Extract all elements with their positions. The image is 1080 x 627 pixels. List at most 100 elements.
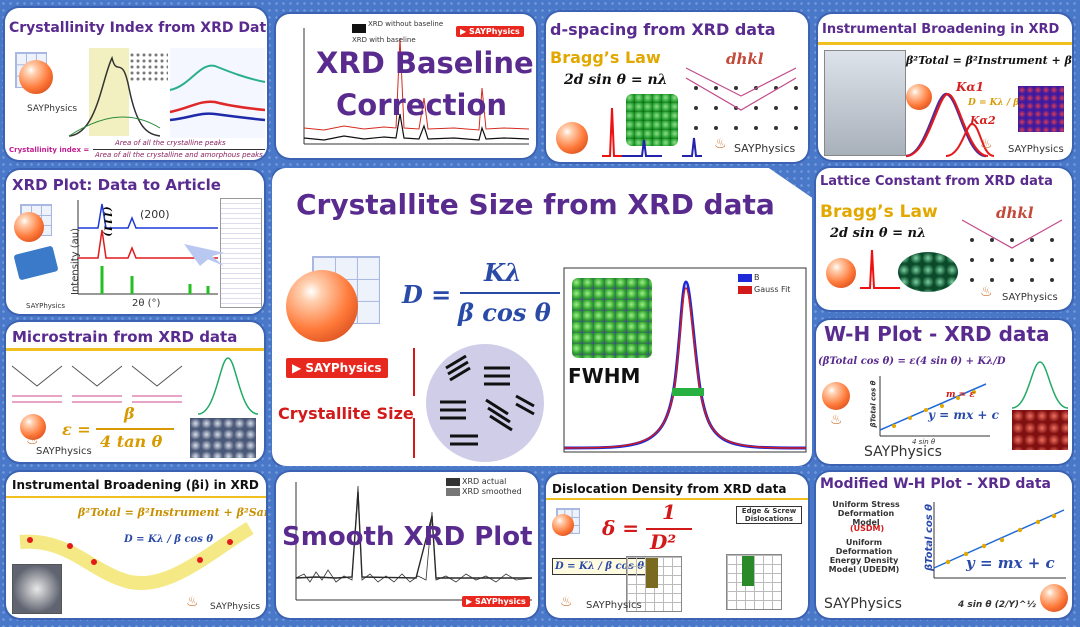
crystal-cube-image — [626, 94, 678, 146]
broadening-equation: β²Total = β²Instrument + β²Sample — [906, 54, 1072, 67]
card-instrumental-beta[interactable]: Instrumental Broadening (βi) in XRD β²To… — [6, 472, 266, 618]
ka1-label: Kα1 — [956, 80, 985, 94]
dislocation-plane-right — [742, 556, 754, 586]
mwh-x-label: 4 sin θ (2/Y)^½ — [958, 600, 1036, 610]
card-title: Crystallinity Index from XRD Data — [9, 20, 267, 36]
scherrer-eq-denominator: β cos θ — [458, 298, 551, 327]
dislocation-plane-left — [646, 558, 658, 588]
card-d-spacing[interactable]: d-spacing from XRD data Bragg’s Law 2d s… — [546, 12, 808, 162]
app-logo-icon — [556, 122, 588, 154]
strain-eq-numerator: β — [124, 404, 135, 423]
smooth-legend-actual: XRD actual — [446, 478, 506, 486]
wh-linear-chart — [879, 376, 990, 437]
x-axis-label: 2θ (°) — [132, 298, 161, 309]
mwh-linear-chart — [933, 502, 1066, 579]
dislocation-eq-denominator: D² — [650, 530, 677, 554]
mwh-y-label: βTotal cos θ — [924, 503, 936, 572]
brand-label: SAYPhysics — [586, 600, 642, 611]
beam-path-diagram — [19, 521, 254, 591]
braggs-law-label: Bragg’s Law — [550, 48, 661, 67]
ka2-label: Kα2 — [970, 114, 996, 127]
card-lattice-constant[interactable]: Lattice Constant from XRD data Bragg’s L… — [816, 168, 1072, 310]
card-baseline-correction[interactable]: XRD without baseline XRD with baseline S… — [276, 14, 536, 158]
brand-label: SAYPhysics — [824, 596, 902, 612]
card-title: XRD Plot: Data to Article — [12, 176, 221, 194]
card-smooth-xrd[interactable]: XRD actual XRD smoothed Smooth XRD Plot … — [276, 472, 538, 618]
brand-label: SAYPhysics — [1008, 144, 1064, 155]
mwh-line-equation: y = mx + c — [966, 554, 1055, 572]
app-logo-icon — [1040, 584, 1068, 612]
java-style-logo-icon: ♨ — [980, 136, 993, 152]
java-style-logo-icon: ♨ — [830, 412, 843, 428]
wh-y-label: βTotal cos θ — [869, 380, 878, 428]
brand-label: SAYPhysics — [1002, 292, 1058, 303]
fwhm-label: FWHM — [568, 364, 641, 388]
card-microstrain[interactable]: Microstrain from XRD data ♨ SAYPhysics ε… — [6, 322, 264, 462]
card-dislocation-density[interactable]: Dislocation Density from XRD data δ = 1 … — [546, 474, 808, 618]
grain-lines-diagram — [413, 348, 535, 458]
card-title: W-H Plot - XRD data — [824, 322, 1050, 346]
ka-peaks-chart — [905, 92, 995, 158]
peaks-chart — [602, 107, 702, 157]
wh-slope-label: m = ε — [946, 390, 975, 400]
card-instrumental-broadening[interactable]: Instrumental Broadening in XRD β²Total =… — [818, 14, 1072, 160]
braggs-law-label: Bragg’s Law — [820, 202, 938, 222]
brand-label: SAYPhysics — [734, 142, 796, 155]
dislocation-cube-right — [726, 554, 782, 610]
brand-label: SAYPhysics — [26, 302, 65, 310]
data-table-image — [220, 198, 262, 308]
crystallinity-formula-numerator: Area of all the crystalline peaks — [115, 139, 226, 147]
card-crystallite-size[interactable]: Crystallite Size from XRD data SAYPhysic… — [272, 168, 812, 466]
card-title: Microstrain from XRD data — [12, 328, 238, 346]
broadening-equation: β²Total = β²Instrument + β²Sample — [78, 506, 266, 519]
gaussian-curve-chart — [197, 357, 259, 415]
crystallinity-formula-label: Crystallinity index = — [9, 146, 90, 154]
java-style-logo-icon: ♨ — [186, 594, 199, 610]
card-modified-wh-plot[interactable]: Modified W-H Plot - XRD data Uniform Str… — [816, 472, 1072, 618]
wh-x-label: 4 sin θ — [912, 438, 936, 446]
scherrer-eq-lhs: D = — [402, 280, 452, 309]
app-logo-icon — [19, 60, 53, 94]
card-xrd-plot-article[interactable]: XRD Plot: Data to Article Intensity (au)… — [6, 170, 264, 314]
card-title: d-spacing from XRD data — [550, 20, 776, 39]
sayphysics-badge[interactable]: SAYPhysics — [456, 26, 524, 37]
scherrer-equation: D = Kλ / β cos θ — [968, 98, 1049, 108]
card-crystallinity-index[interactable]: Crystallinity Index from XRD Data SAYPhy… — [5, 8, 267, 160]
app-logo-icon — [14, 212, 44, 242]
fraction-bar — [96, 428, 174, 430]
app-logo-icon — [906, 84, 932, 110]
card-title: Lattice Constant from XRD data — [820, 174, 1053, 189]
model-usdm-abbrev: (USDM) — [850, 524, 885, 533]
strain-diagram — [11, 365, 183, 403]
app-logo-icon — [826, 258, 856, 288]
fwhm-legend-b: B — [738, 274, 760, 282]
fraction-bar — [646, 528, 692, 530]
strain-eq-lhs: ε = — [62, 420, 91, 439]
main-title: Crystallite Size from XRD data — [296, 188, 775, 221]
card-wh-plot[interactable]: W-H Plot - XRD data (βTotal cos θ) = ε(4… — [816, 320, 1072, 464]
bragg-equation: 2d sin θ = nλ — [830, 226, 927, 241]
gaussian-curve-chart — [1011, 361, 1069, 409]
lattice-spheres-image — [190, 418, 256, 458]
title-underline — [6, 496, 266, 498]
brand-label: SAYPhysics — [864, 444, 942, 460]
crystallite-size-caption: Crystallite Size — [278, 404, 414, 423]
smooth-legend-smoothed: XRD smoothed — [446, 488, 522, 496]
brand-label: SAYPhysics — [210, 602, 261, 612]
fraction-bar — [93, 149, 265, 150]
sayphysics-badge[interactable]: SAYPhysics — [286, 358, 388, 378]
app-logo-icon — [552, 514, 574, 536]
wh-line-equation: y = mx + c — [928, 408, 999, 422]
amorphous-chart — [169, 48, 266, 138]
crystal-cube-image — [1018, 86, 1064, 132]
peaks-chart — [860, 249, 900, 289]
smooth-xrd-chart — [295, 482, 533, 601]
java-style-logo-icon: ♨ — [26, 432, 39, 448]
crystallinity-peak-chart — [68, 48, 161, 137]
card-title: Dislocation Density from XRD data — [552, 482, 787, 496]
lattice-spheres-image — [1012, 410, 1068, 450]
sayphysics-badge[interactable]: SAYPhysics — [462, 596, 530, 607]
baseline-legend-1: XRD without baseline — [352, 21, 443, 33]
scherrer-equation: D = Kλ / β cos θ — [552, 558, 647, 575]
sphere-cluster-image — [898, 252, 958, 292]
